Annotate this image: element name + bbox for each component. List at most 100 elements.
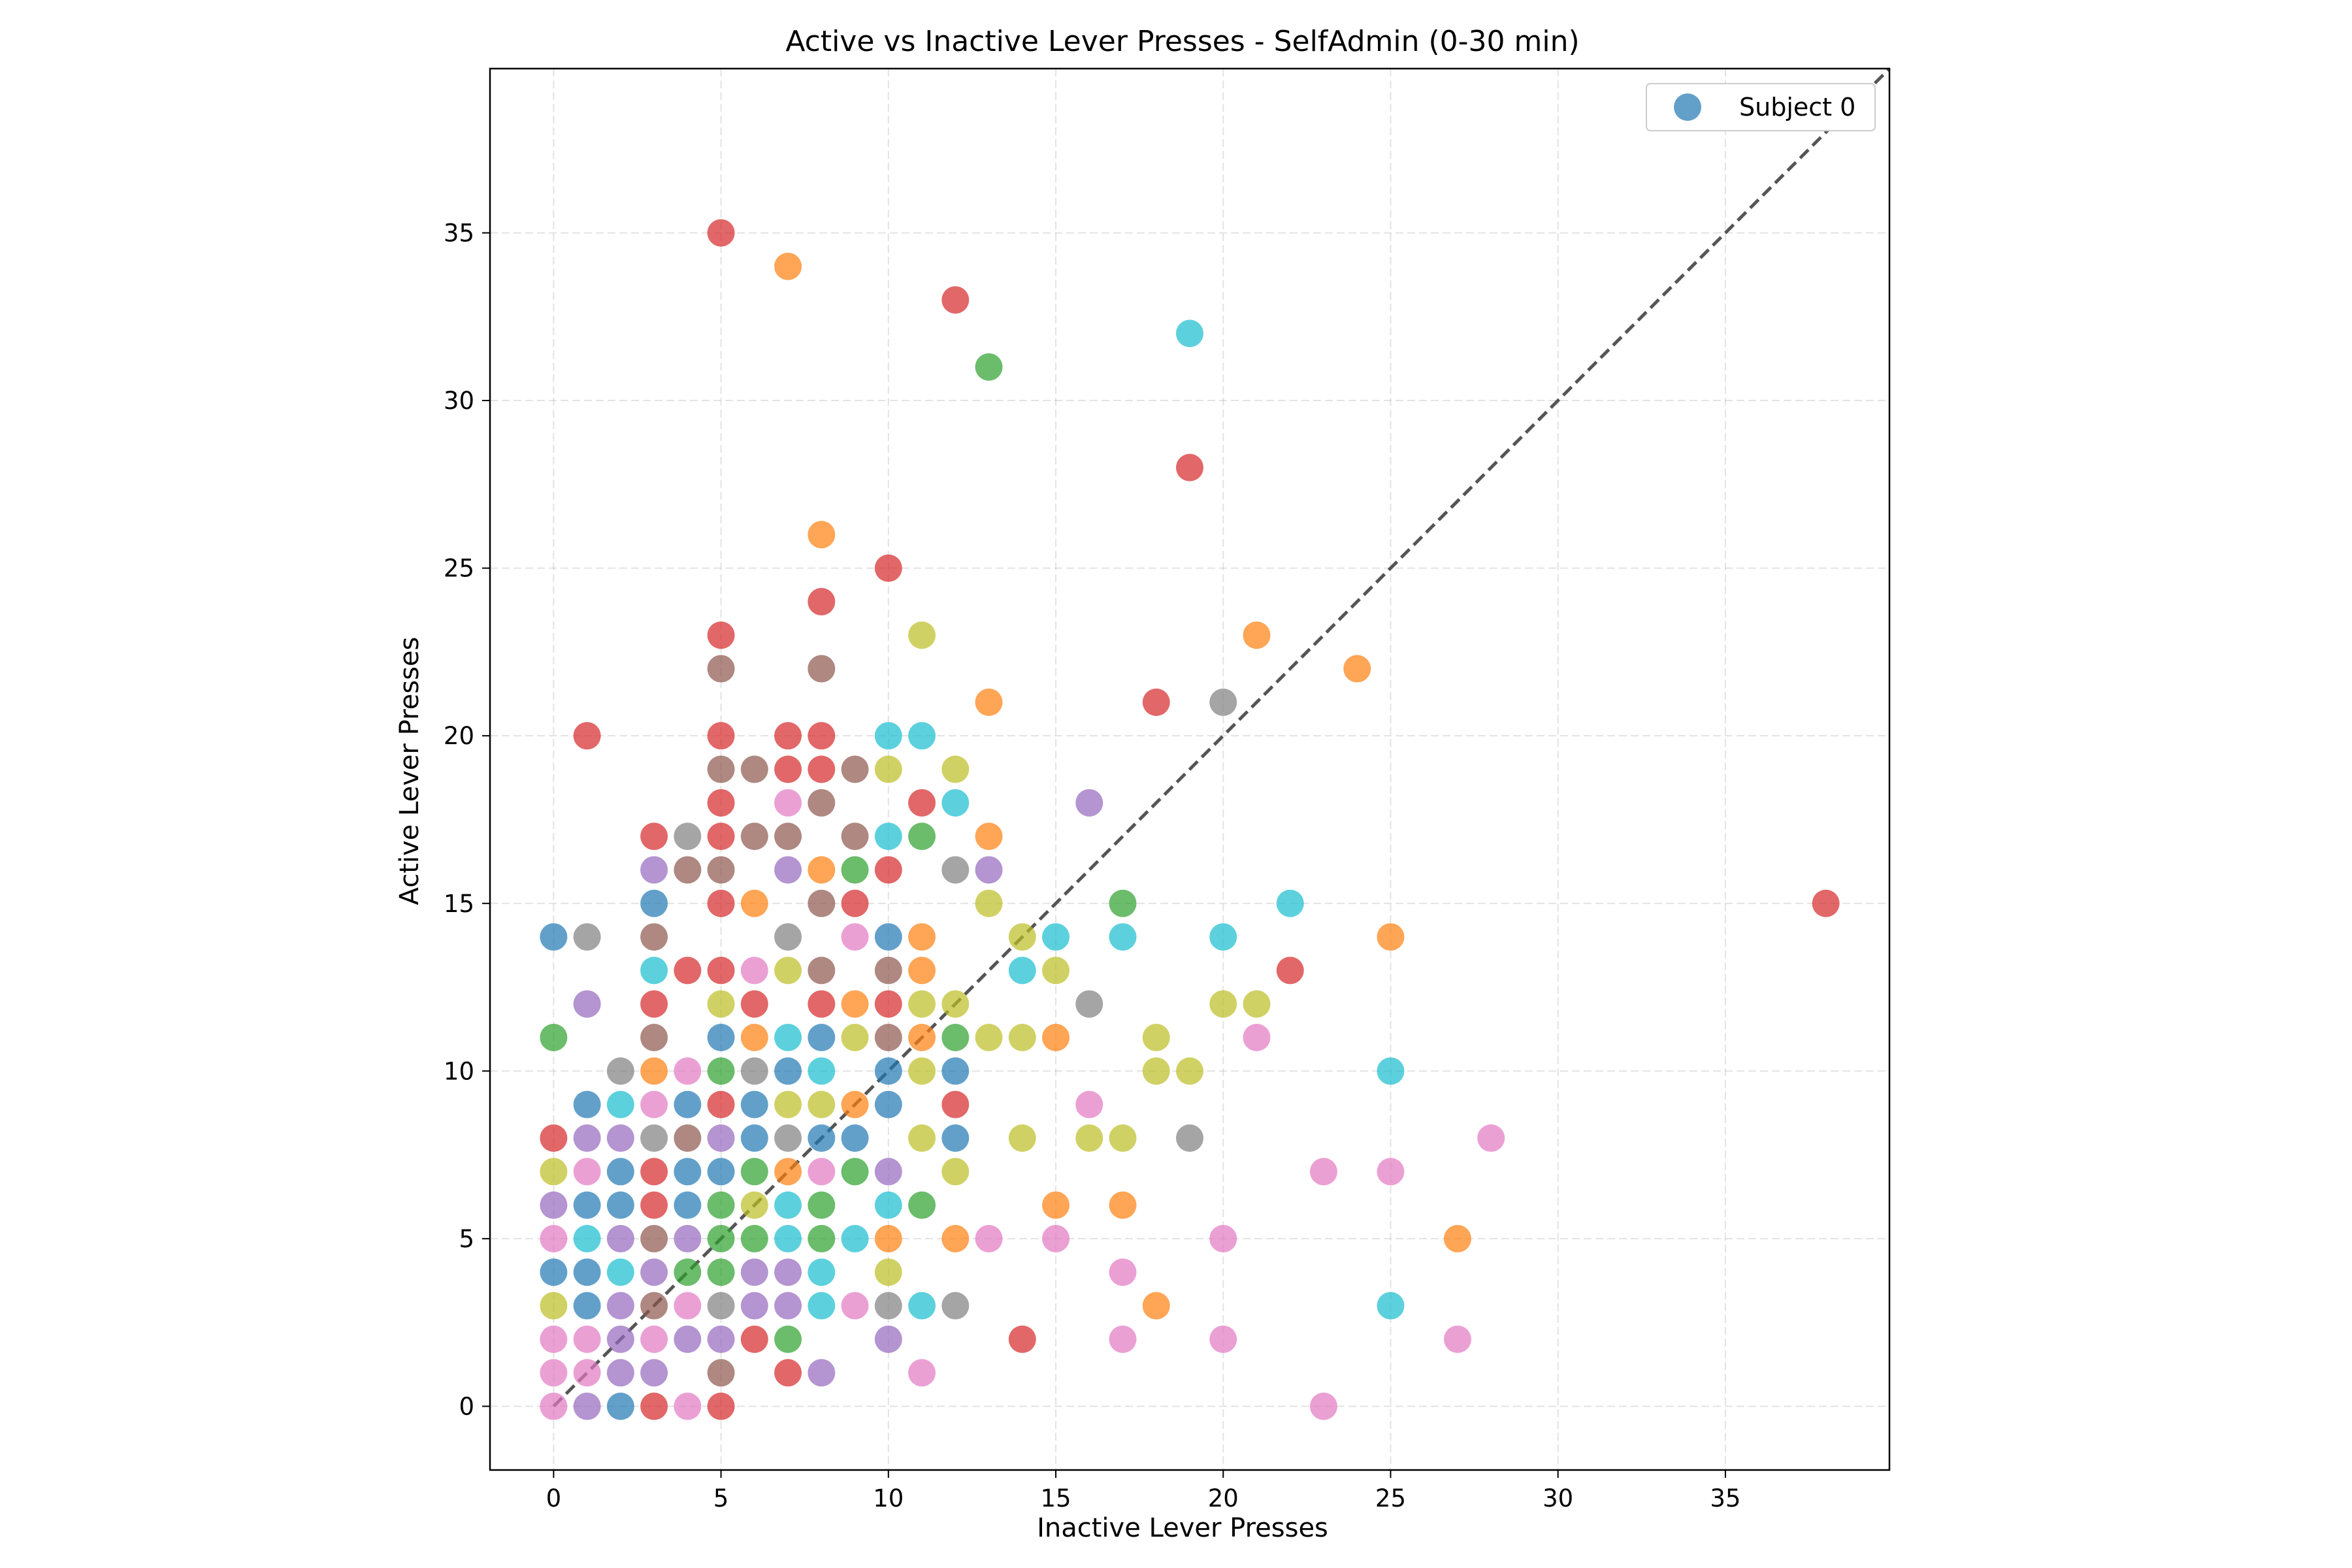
data-point [841, 755, 869, 783]
data-point [975, 688, 1003, 716]
data-point [707, 1158, 735, 1186]
data-point [1443, 1224, 1471, 1252]
data-point [674, 1158, 702, 1186]
data-point [606, 1359, 634, 1387]
data-point [841, 856, 869, 884]
y-tick-label: 5 [459, 1225, 474, 1253]
data-point [640, 1258, 668, 1286]
data-point [1142, 1292, 1170, 1320]
data-point [674, 1292, 702, 1320]
data-point [874, 923, 902, 951]
data-point [841, 1090, 869, 1119]
data-point [573, 1090, 601, 1119]
data-point [841, 1158, 869, 1186]
data-point [1109, 1258, 1137, 1286]
data-point [808, 722, 836, 750]
data-point [1377, 1292, 1405, 1320]
data-point [640, 1359, 668, 1387]
data-point [808, 587, 836, 615]
data-point [573, 1124, 601, 1152]
data-point [640, 1124, 668, 1152]
data-point [808, 521, 836, 549]
x-tick-label: 25 [1375, 1484, 1406, 1512]
data-point [874, 956, 902, 985]
data-point [941, 1090, 970, 1119]
data-point [774, 1057, 802, 1085]
data-point [606, 1158, 634, 1186]
data-point [874, 823, 902, 851]
data-point [640, 956, 668, 985]
data-point [640, 1057, 668, 1085]
data-point [540, 1258, 568, 1286]
data-point [740, 1258, 768, 1286]
data-point [1176, 319, 1203, 348]
data-point [740, 1191, 768, 1219]
data-point [1343, 655, 1371, 683]
data-point [674, 1325, 702, 1353]
data-point [606, 1392, 634, 1420]
data-point [1142, 1057, 1170, 1085]
data-point [774, 1325, 802, 1353]
data-point [908, 621, 936, 649]
data-point [707, 1325, 735, 1353]
data-point [1042, 1024, 1070, 1052]
data-point [707, 1359, 735, 1387]
data-point [1008, 956, 1036, 985]
data-point [1276, 889, 1304, 917]
y-axis-label: Active Lever Presses [395, 637, 425, 906]
data-point [941, 1024, 970, 1052]
data-point [707, 722, 735, 750]
data-point [874, 1057, 902, 1085]
data-point [808, 1024, 836, 1052]
data-point [975, 1024, 1003, 1052]
data-point [874, 1292, 902, 1320]
data-point [707, 856, 735, 884]
data-point [573, 1392, 601, 1420]
data-point [640, 1024, 668, 1052]
data-point [1075, 789, 1103, 817]
diagonal-reference-line [552, 67, 1891, 1408]
data-point [941, 856, 970, 884]
data-point [606, 1191, 634, 1219]
data-point [808, 1090, 836, 1119]
data-point [707, 1392, 735, 1420]
data-point [774, 1124, 802, 1152]
data-point [707, 1057, 735, 1085]
data-point [975, 856, 1003, 884]
y-tick-label: 25 [444, 555, 474, 583]
data-point [674, 1057, 702, 1085]
data-point [674, 1258, 702, 1286]
legend: Subject 0 [1646, 83, 1876, 131]
data-point [874, 755, 902, 783]
data-point [874, 1191, 902, 1219]
legend-marker [1674, 93, 1701, 121]
x-tick-label: 5 [713, 1484, 729, 1512]
data-point [908, 722, 936, 750]
data-point [941, 1057, 970, 1085]
chart-title: Active vs Inactive Lever Presses - SelfA… [785, 25, 1579, 58]
data-point [808, 1158, 836, 1186]
data-point [606, 1292, 634, 1320]
data-point [908, 990, 936, 1018]
data-point [908, 1024, 936, 1052]
data-point [640, 1090, 668, 1119]
data-point [841, 1224, 869, 1252]
data-point [1109, 1191, 1137, 1219]
data-point [573, 722, 601, 750]
data-point [707, 1258, 735, 1286]
data-point [841, 889, 869, 917]
ticks-layer: 0 5 10 15 20 25 30 35 0 5 10 15 20 25 30 35 [444, 219, 1741, 1512]
data-point [707, 823, 735, 851]
data-point [674, 1090, 702, 1119]
data-point [707, 755, 735, 783]
data-point [774, 1090, 802, 1119]
data-point [1309, 1392, 1337, 1420]
data-point [573, 1258, 601, 1286]
data-point [941, 1292, 970, 1320]
data-point [640, 1224, 668, 1252]
legend-entry-label: Subject 0 [1739, 93, 1855, 122]
data-point [674, 856, 702, 884]
data-point [874, 1325, 902, 1353]
